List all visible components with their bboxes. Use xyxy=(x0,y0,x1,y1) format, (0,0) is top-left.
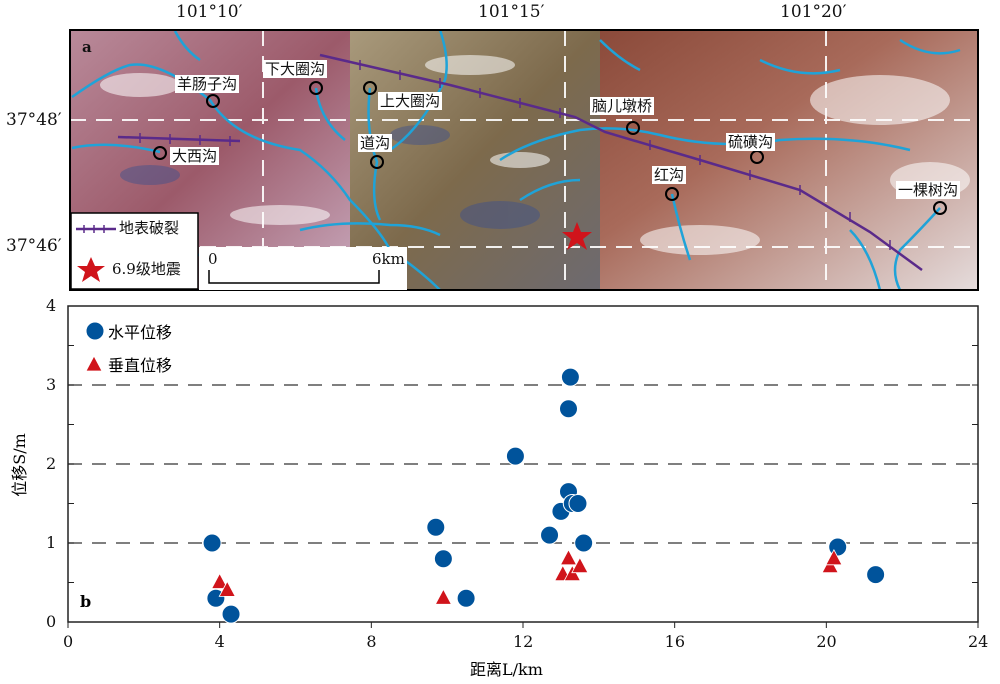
lon-label: 101°20′ xyxy=(780,2,847,22)
vertical-displacement-point xyxy=(434,588,453,605)
horizontal-displacement-point xyxy=(456,588,476,608)
vertical-displacement-point xyxy=(571,556,589,574)
legend-quake-label: 6.9级地震 xyxy=(112,260,181,278)
horizontal-displacement-point xyxy=(505,446,525,466)
satellite-map xyxy=(69,29,979,291)
x-tick-label: 8 xyxy=(366,632,377,651)
vertical-displacement-point xyxy=(218,580,236,597)
vertical-displacement-point xyxy=(825,548,843,566)
vertical-displacement-point xyxy=(211,572,229,589)
scale-end: 6km xyxy=(372,250,405,268)
horizontal-displacement-point xyxy=(433,549,453,569)
lon-label: 101°10′ xyxy=(176,2,243,22)
legend-horizontal-label: 水平位移 xyxy=(108,323,173,342)
y-tick-label: 1 xyxy=(46,533,57,552)
lat-label: 37°48′ xyxy=(6,110,62,130)
y-tick-label: 4 xyxy=(46,296,57,315)
site-markers xyxy=(153,81,947,215)
x-tick-label: 0 xyxy=(63,632,74,651)
place-label: 脑儿墩桥 xyxy=(590,97,655,115)
vertical-displacement-point xyxy=(821,556,839,574)
y-axis-label: 位移S/m xyxy=(10,433,29,497)
star-legend-icon xyxy=(77,257,105,282)
x-tick-label: 12 xyxy=(513,632,534,651)
horizontal-displacement-point xyxy=(560,367,580,387)
horizontal-displacement-point xyxy=(568,494,588,513)
x-tick-label: 20 xyxy=(816,632,837,651)
surface-rupture xyxy=(117,53,923,272)
horizontal-displacement-point xyxy=(574,533,594,553)
lat-label: 37°46′ xyxy=(6,236,62,256)
place-label: 羊肠子沟 xyxy=(175,75,240,93)
horizontal-displacement-point xyxy=(202,533,222,553)
place-label: 道沟 xyxy=(358,134,393,152)
horizontal-displacement-point xyxy=(559,399,578,419)
panel-label-a: a xyxy=(82,38,92,56)
scale-bar xyxy=(208,270,380,284)
horizontal-displacement-point xyxy=(426,517,446,537)
place-label: 下大圈沟 xyxy=(263,60,328,78)
x-tick-label: 24 xyxy=(968,632,989,651)
horizontal-displacement-point xyxy=(540,525,560,545)
place-label: 大西沟 xyxy=(170,147,220,165)
horizontal-displacement-point xyxy=(221,604,241,624)
x-tick-label: 4 xyxy=(214,632,225,651)
legend-triangle-icon xyxy=(85,355,103,372)
horizontal-displacement-point xyxy=(866,565,886,585)
epicenter-star-icon xyxy=(562,222,592,250)
scale-start: 0 xyxy=(208,250,218,268)
legend-circle-icon xyxy=(85,321,105,341)
place-label: 硫磺沟 xyxy=(726,133,776,151)
scatter-chart xyxy=(67,305,979,628)
y-tick-label: 0 xyxy=(46,612,57,631)
legend-rupture-label: 地表破裂 xyxy=(119,219,180,237)
x-axis-label: 距离L/km xyxy=(470,660,543,679)
horizontal-displacement-point xyxy=(828,537,848,557)
place-label: 一棵树沟 xyxy=(896,181,961,199)
legend-vertical-label: 垂直位移 xyxy=(108,356,173,375)
lon-label: 101°15′ xyxy=(478,2,545,22)
vertical-displacement-point xyxy=(559,548,578,566)
panel-label-b: b xyxy=(80,592,92,611)
place-label: 上大圈沟 xyxy=(378,92,443,110)
y-tick-label: 2 xyxy=(46,454,57,473)
x-tick-label: 16 xyxy=(664,632,686,651)
y-tick-label: 3 xyxy=(46,375,57,394)
place-label: 红沟 xyxy=(652,166,687,184)
